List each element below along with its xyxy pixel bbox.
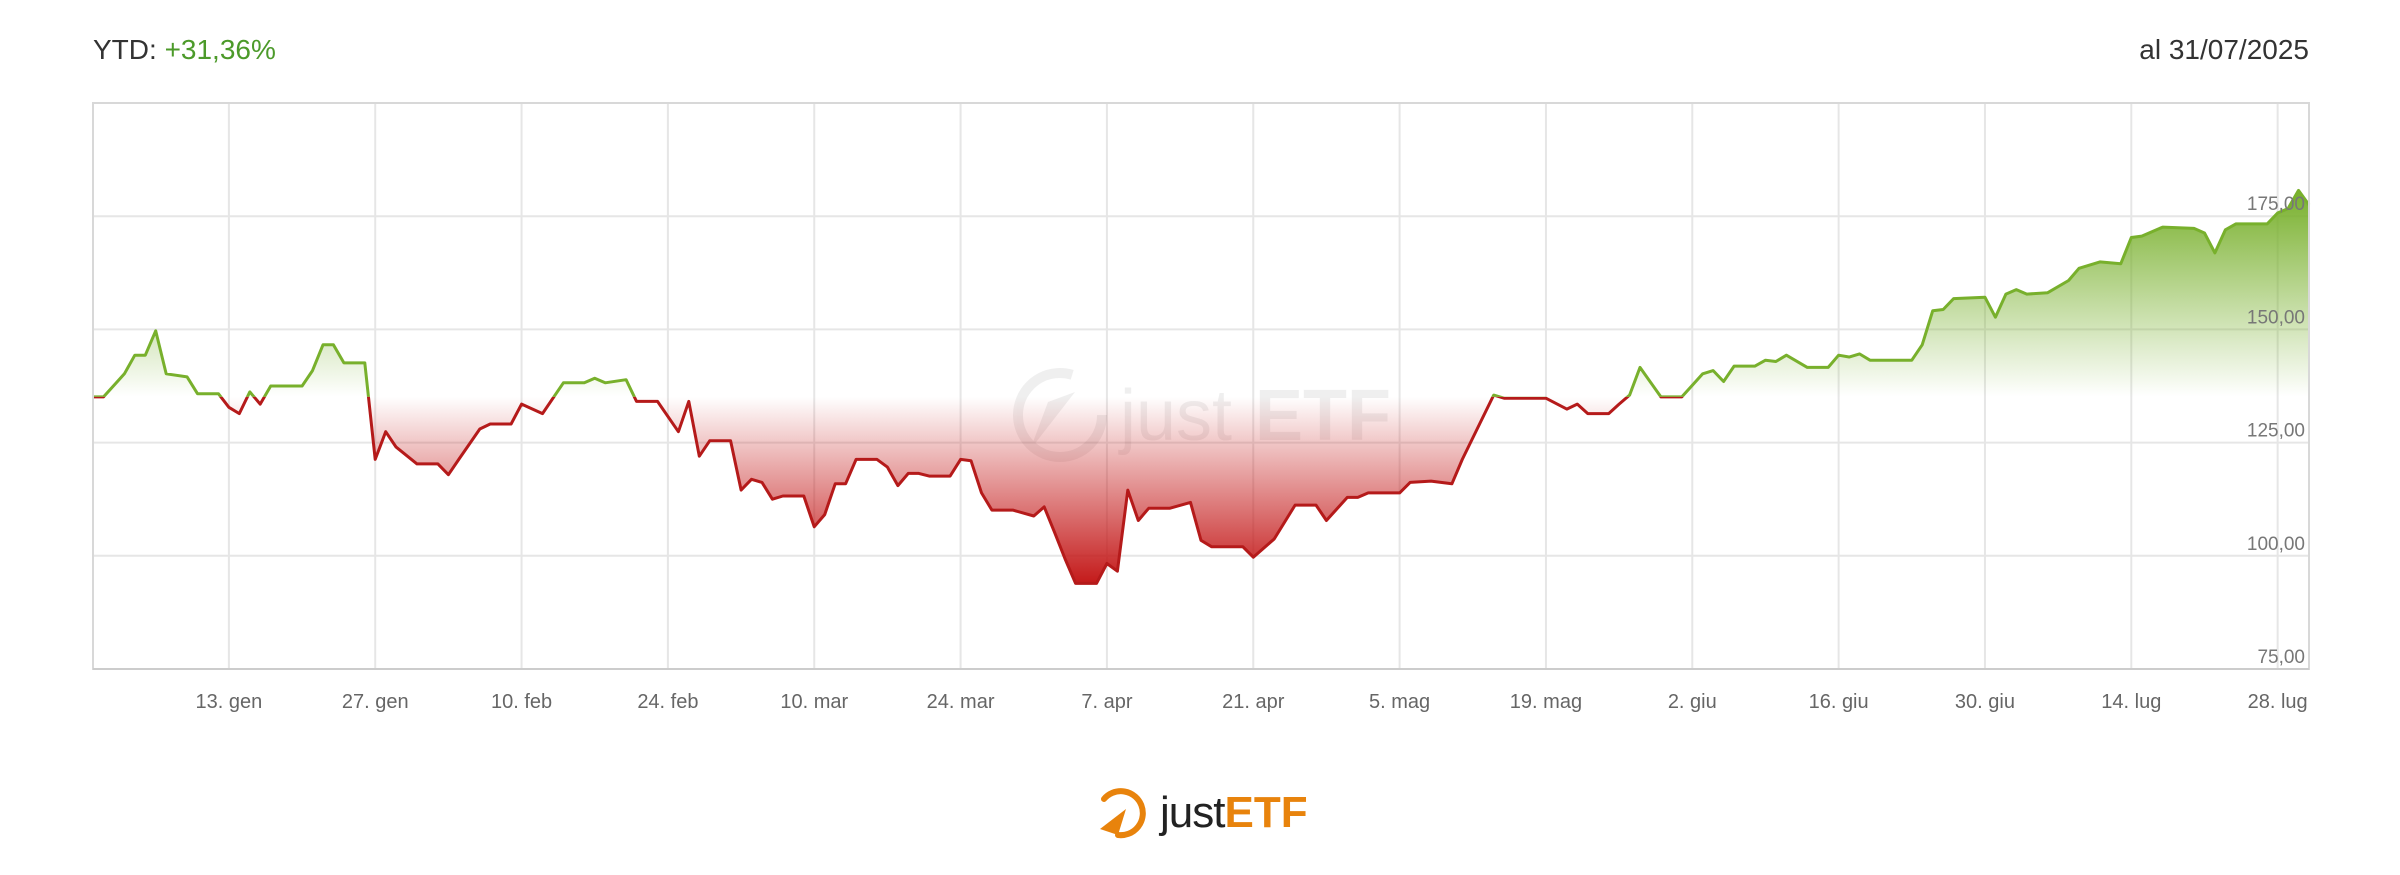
x-tick-label: 24. feb [637, 691, 698, 713]
series-line-negative [93, 396, 1684, 585]
ytd-label: YTD: [93, 34, 157, 65]
x-tick-label: 13. gen [196, 691, 263, 713]
positive-area [93, 190, 2309, 397]
logo-text-etf: ETF [1224, 788, 1308, 837]
x-tick-label: 21. apr [1222, 691, 1285, 713]
justetf-logo: just ETF [1092, 785, 1308, 841]
y-tick-label: 125,00 [2247, 421, 2305, 442]
x-tick-label: 27. gen [342, 691, 409, 713]
x-tick-label: 10. feb [491, 691, 552, 713]
series-line-positive [93, 188, 2311, 397]
x-tick-label: 30. giu [1955, 691, 2015, 713]
y-axis: 75,00 100,00 125,00 150,00 175,00 [2247, 194, 2305, 668]
logo-text-just: just [1160, 788, 1225, 837]
ytd-summary: YTD: +31,36% [93, 34, 276, 66]
x-tick-label: 2. giu [1668, 691, 1717, 713]
x-tick-label: 24. mar [927, 691, 995, 713]
y-tick-label: 75,00 [2257, 647, 2305, 668]
as-of-date: al 31/07/2025 [2139, 34, 2309, 65]
justetf-logo-icon [1100, 788, 1146, 839]
y-tick-label: 175,00 [2247, 194, 2305, 215]
x-tick-label: 19. mag [1510, 691, 1582, 713]
ytd-value: +31,36% [164, 34, 276, 65]
x-tick-label: 28. lug [2248, 691, 2308, 713]
y-tick-label: 150,00 [2247, 307, 2305, 328]
x-tick-label: 7. apr [1081, 691, 1132, 713]
x-tick-label: 16. giu [1809, 691, 1869, 713]
x-tick-label: 14. lug [2101, 691, 2161, 713]
negative-area [93, 396, 1682, 584]
x-tick-label: 10. mar [780, 691, 848, 713]
x-axis: 13. gen 27. gen 10. feb 24. feb 10. mar 24. m… [93, 668, 2309, 713]
y-tick-label: 100,00 [2247, 534, 2305, 555]
x-tick-label: 5. mag [1369, 691, 1430, 713]
